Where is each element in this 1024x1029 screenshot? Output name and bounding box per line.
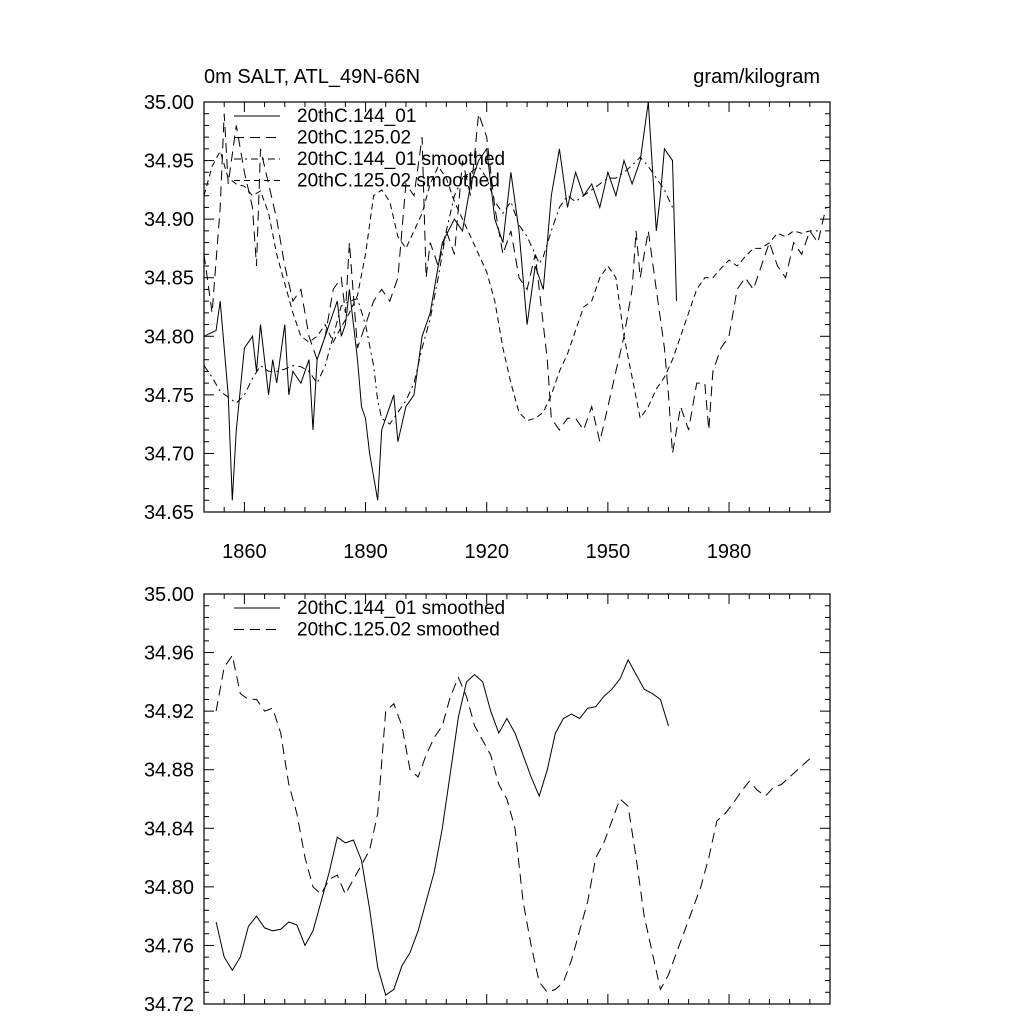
y-tick-label: 34.88 — [144, 760, 194, 782]
y-tick-label: 34.85 — [144, 268, 194, 290]
legend-label: 20thC.144_01 smoothed — [297, 598, 505, 619]
legend-label: 20thC.144_01 smoothed — [297, 149, 505, 170]
legend-label: 20thC.144_01 — [297, 106, 416, 127]
legend-label: 20thC.125.02 — [297, 128, 411, 149]
y-tick-label: 34.76 — [144, 935, 194, 957]
y-tick-label: 35.00 — [144, 584, 194, 606]
top-series-layer — [203, 101, 827, 501]
x-tick-label: 1950 — [586, 541, 631, 563]
series-line-1 — [203, 113, 827, 454]
top-plot-frame — [203, 101, 831, 513]
top-panel-title: 0m SALT, ATL_49N-66N — [204, 66, 420, 88]
series-line-1 — [215, 654, 815, 993]
top-axis-layer: 35.00 34.95 34.90 34.85 34.80 34.75 34.70 34.65… — [144, 92, 831, 563]
y-tick-label: 34.80 — [144, 326, 194, 348]
y-tick-label: 34.65 — [144, 502, 194, 524]
y-tick-label: 34.70 — [144, 443, 194, 465]
top-panel-units: gram/kilogram — [693, 66, 820, 88]
bottom-axis-layer: 35.00 34.96 34.92 34.88 34.84 34.80 34.76 34.72 — [144, 584, 831, 1016]
series-line-0 — [203, 101, 677, 501]
x-tick-label: 1890 — [343, 541, 388, 563]
y-tick-label: 34.84 — [144, 818, 194, 840]
x-tick-label: 1920 — [464, 541, 509, 563]
bottom-panel: 35.00 34.96 34.92 34.88 34.84 34.80 34.76 34.72… — [144, 584, 831, 1016]
x-tick-label: 1860 — [222, 541, 267, 563]
y-tick-label: 34.92 — [144, 701, 194, 723]
y-tick-label: 34.72 — [144, 994, 194, 1016]
x-tick-label: 1980 — [707, 541, 752, 563]
series-line-3 — [203, 149, 818, 422]
series-line-0 — [215, 658, 669, 997]
bottom-series-layer — [215, 654, 815, 997]
series-line-2 — [203, 156, 673, 425]
y-tick-label: 34.96 — [144, 643, 194, 665]
y-tick-label: 34.75 — [144, 385, 194, 407]
y-tick-label: 34.80 — [144, 877, 194, 899]
y-tick-label: 35.00 — [144, 92, 194, 114]
legend-label: 20thC.125.02 smoothed — [297, 620, 500, 641]
top-panel: 0m SALT, ATL_49N-66N gram/kilogram 35.00… — [144, 66, 831, 563]
legend-label: 20thC.125.02 smoothed — [297, 171, 500, 192]
y-tick-label: 34.90 — [144, 209, 194, 231]
y-tick-label: 34.95 — [144, 151, 194, 173]
bottom-plot-frame — [203, 593, 831, 1005]
